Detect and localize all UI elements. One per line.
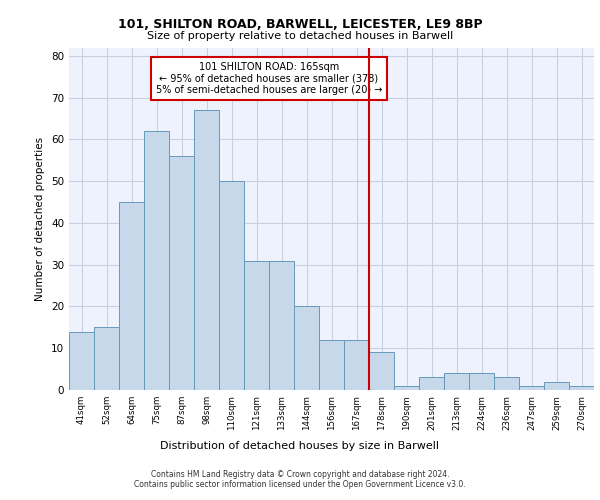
Text: Size of property relative to detached houses in Barwell: Size of property relative to detached ho… [147,31,453,41]
Bar [69,332,94,390]
Y-axis label: Number of detached properties: Number of detached properties [35,136,46,301]
Bar [269,260,294,390]
Bar [119,202,144,390]
Bar [244,260,269,390]
Bar [469,374,494,390]
Text: Distribution of detached houses by size in Barwell: Distribution of detached houses by size … [161,441,439,451]
Text: 101 SHILTON ROAD: 165sqm
← 95% of detached houses are smaller (378)
5% of semi-d: 101 SHILTON ROAD: 165sqm ← 95% of detach… [156,62,382,96]
Bar [519,386,544,390]
Bar [94,328,119,390]
Bar [344,340,369,390]
Bar [494,378,519,390]
Bar [544,382,569,390]
Text: Contains HM Land Registry data © Crown copyright and database right 2024.
Contai: Contains HM Land Registry data © Crown c… [134,470,466,489]
Bar [394,386,419,390]
Bar [294,306,319,390]
Bar [419,378,444,390]
Bar [319,340,344,390]
Text: 101, SHILTON ROAD, BARWELL, LEICESTER, LE9 8BP: 101, SHILTON ROAD, BARWELL, LEICESTER, L… [118,18,482,30]
Bar [194,110,219,390]
Bar [144,131,169,390]
Bar [169,156,194,390]
Bar [444,374,469,390]
Bar [219,181,244,390]
Bar [369,352,394,390]
Bar [569,386,594,390]
